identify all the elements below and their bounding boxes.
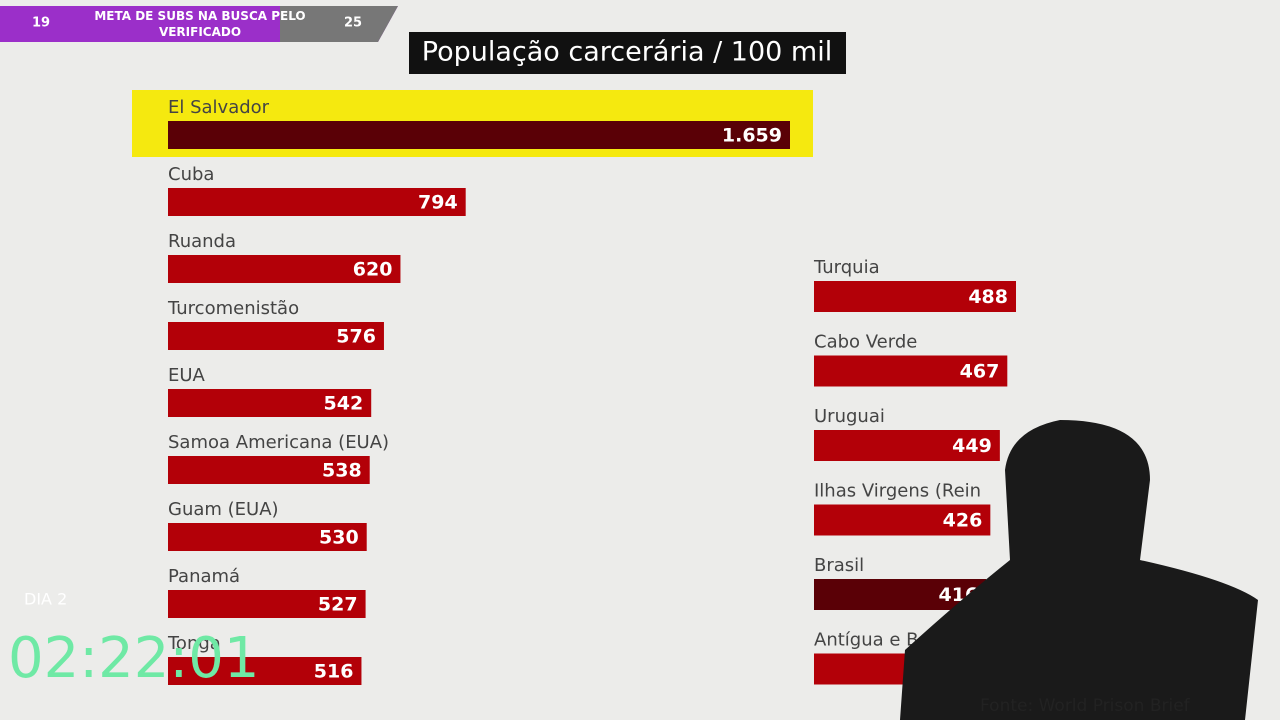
bar — [814, 430, 1000, 461]
value-label: 488 — [968, 286, 1008, 308]
source: Fonte: World Prison Brief — [980, 696, 1191, 716]
value-label: 794 — [418, 192, 458, 214]
category-label: Brasil — [814, 555, 864, 576]
charts: El Salvador 1.659 Cuba 794 Ruanda 620 Turcomen… — [132, 90, 1016, 685]
chart-title: População carcerária / 100 mil — [422, 37, 832, 68]
value-label: 538 — [322, 460, 362, 482]
bar — [168, 590, 366, 618]
goal-title: META DE SUBS NA BUSCA PELO VERIFICADO — [94, 9, 306, 39]
day: DIA 2 — [24, 590, 67, 609]
category-label: Antígua e B — [814, 630, 919, 651]
value-label: 467 — [960, 361, 1000, 383]
goal-rest — [280, 6, 398, 42]
category-label: Panamá — [168, 566, 240, 587]
timer: 02:22:01 — [8, 626, 260, 691]
category-label: El Salvador — [168, 97, 270, 118]
category-label: Ruanda — [168, 231, 236, 252]
bar — [168, 657, 362, 685]
value-label: 576 — [336, 326, 376, 348]
category-label: Ilhas Virgens (Rein — [814, 481, 981, 502]
bar — [168, 523, 367, 551]
category-label: Turquia — [813, 257, 880, 278]
bar — [168, 255, 401, 283]
value-label: 530 — [319, 527, 359, 549]
bar — [168, 322, 384, 350]
value-label: 426 — [943, 510, 983, 532]
bar — [814, 281, 1016, 312]
value-label: 527 — [318, 594, 358, 616]
category-label: Cuba — [168, 164, 214, 185]
bar — [814, 504, 991, 536]
category-label: Guam (EUA) — [168, 499, 279, 520]
category-label: Tonga — [167, 633, 221, 654]
category-label: EUA — [168, 365, 206, 386]
streamer — [900, 420, 1258, 720]
goal-current: 19 — [32, 16, 50, 31]
bar — [168, 188, 466, 216]
category-label: Cabo Verde — [814, 332, 917, 353]
bar — [168, 389, 372, 417]
value-label: 542 — [324, 393, 364, 415]
value-label: 620 — [353, 259, 393, 281]
title-box — [409, 32, 846, 74]
value-label: 449 — [952, 435, 992, 457]
category-label: Turcomenistão — [167, 298, 299, 319]
goal-title-box: META DE SUBS NA BUSCA PELO VERIFICADO — [94, 9, 306, 39]
category-label: Uruguai — [814, 406, 885, 427]
goal-target: 25 — [344, 16, 362, 31]
bar — [168, 121, 790, 149]
value-label: 1.659 — [722, 125, 782, 147]
bar — [168, 456, 370, 484]
category-label: Samoa Americana (EUA) — [168, 432, 389, 453]
value-label: 516 — [314, 661, 354, 683]
bar — [814, 355, 1008, 387]
